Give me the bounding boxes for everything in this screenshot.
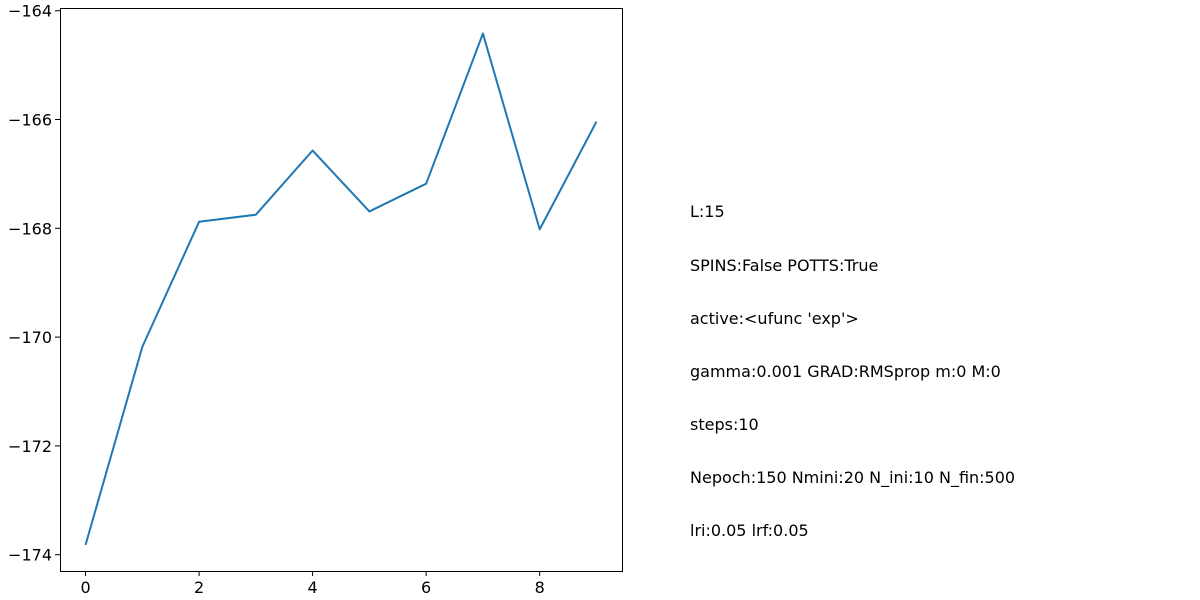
y-tick-label: −164 bbox=[8, 2, 52, 21]
y-tick-label: −166 bbox=[8, 111, 52, 130]
y-tick-label: −172 bbox=[8, 437, 52, 456]
x-tick-label: 2 bbox=[194, 578, 204, 597]
y-tick-label: −174 bbox=[8, 546, 52, 565]
annotation-line: SPINS:False POTTS:True bbox=[690, 255, 879, 275]
x-tick-label: 4 bbox=[308, 578, 318, 597]
y-tick-label: −170 bbox=[8, 328, 52, 347]
annotation-line: Nepoch:150 Nmini:20 N_ini:10 N_fin:500 bbox=[690, 467, 1016, 487]
annotation-line: lri:0.05 lrf:0.05 bbox=[690, 521, 809, 541]
axis-ticks: 0 2 4 6 8 −174 −172 −170 −168 −166 −164 bbox=[8, 2, 545, 597]
annotation-line: active:<ufunc 'exp'> bbox=[690, 308, 859, 328]
y-tick-label: −168 bbox=[8, 219, 52, 238]
annotation-line: L:15 bbox=[690, 202, 725, 222]
x-tick-label: 6 bbox=[421, 578, 431, 597]
annotation-line: steps:10 bbox=[690, 414, 759, 434]
series-line bbox=[84, 32, 598, 546]
x-tick-label: 8 bbox=[535, 578, 545, 597]
axes-frame bbox=[60, 8, 623, 572]
annotation-line: gamma:0.001 GRAD:RMSprop m:0 M:0 bbox=[690, 361, 1001, 381]
x-tick-label: 0 bbox=[80, 578, 90, 597]
plot-marks bbox=[84, 32, 598, 546]
run-parameters-annotation: L:15 SPINS:False POTTS:True active:<ufun… bbox=[690, 168, 1015, 557]
